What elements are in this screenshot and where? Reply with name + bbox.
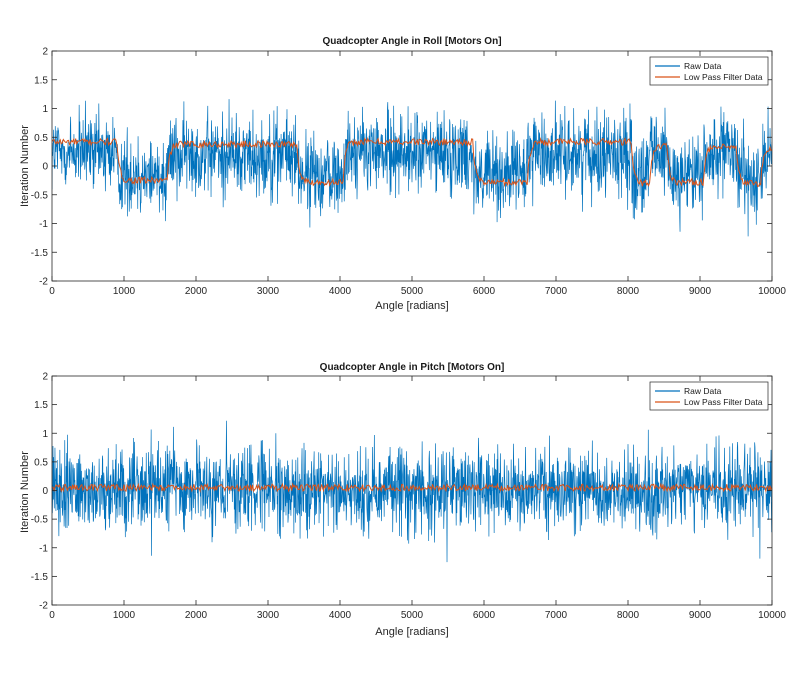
y-tick-label: -0.5 (31, 190, 49, 201)
y-tick-label: 1 (42, 429, 48, 440)
x-tick-label: 3000 (257, 610, 280, 621)
series-low-pass-filter (52, 482, 772, 494)
x-tick-label: 5000 (401, 610, 424, 621)
y-tick-label: -1 (39, 543, 48, 554)
y-tick-label: -0.5 (31, 515, 49, 526)
series-group (52, 99, 772, 237)
series-raw-data (52, 99, 772, 237)
pitch-chart: Quadcopter Angle in Pitch [Motors On] An… (19, 362, 786, 638)
legend-label: Raw Data (684, 386, 722, 396)
y-tick-label: 1 (42, 104, 48, 115)
x-tick-label: 6000 (473, 286, 496, 297)
legend-label: Raw Data (684, 61, 722, 71)
x-tick-label: 8000 (617, 286, 640, 297)
roll-chart-plot: 0 1000 2000 3000 4000 5000 6000 7000 8000 9000 100… (31, 47, 787, 298)
y-tick-label: 2 (42, 372, 48, 383)
x-tick-label: 6000 (473, 610, 496, 621)
y-tick-label: -1 (39, 219, 48, 230)
y-tick-label: -2 (39, 601, 48, 612)
x-tick-label: 2000 (185, 286, 208, 297)
x-tick-label: 7000 (545, 286, 568, 297)
legend-label: Low Pass Filter Data (684, 72, 763, 82)
x-tick-label: 9000 (689, 610, 712, 621)
x-tick-label: 4000 (329, 286, 352, 297)
roll-chart: Quadcopter Angle in Roll [Motors On] Ang… (19, 36, 786, 312)
y-tick-label: -2 (39, 277, 48, 288)
x-tick-label: 0 (49, 610, 55, 621)
y-tick-label: 1.5 (34, 75, 48, 86)
pitch-chart-xlabel: Angle [radians] (375, 626, 448, 638)
pitch-chart-plot: 0 1000 2000 3000 4000 5000 6000 7000 8000 9000 100… (31, 372, 787, 622)
y-tick-label: 0 (42, 162, 48, 173)
x-tick-label: 8000 (617, 610, 640, 621)
x-tick-label: 10000 (758, 610, 786, 621)
pitch-chart-title: Quadcopter Angle in Pitch [Motors On] (320, 362, 505, 373)
series-low-pass-filter (52, 136, 772, 188)
x-tick-label: 5000 (401, 286, 424, 297)
series-raw-data (52, 420, 772, 563)
roll-chart-ylabel: Iteration Number (19, 125, 31, 207)
roll-chart-title: Quadcopter Angle in Roll [Motors On] (322, 36, 501, 47)
x-tick-label: 3000 (257, 286, 280, 297)
legend-box (649, 381, 769, 411)
y-tick-label: 0 (42, 486, 48, 497)
y-tick-label: -1.5 (31, 248, 49, 259)
x-tick-label: 1000 (113, 286, 136, 297)
x-tick-label: 0 (49, 286, 55, 297)
roll-chart-xlabel: Angle [radians] (375, 300, 448, 312)
y-tick-label: 2 (42, 47, 48, 58)
legend-label: Low Pass Filter Data (684, 397, 763, 407)
y-tick-label: 0.5 (34, 457, 48, 468)
pitch-chart-ylabel: Iteration Number (19, 451, 31, 533)
x-tick-label: 7000 (545, 610, 568, 621)
y-tick-label: 0.5 (34, 133, 48, 144)
y-tick-label: -1.5 (31, 572, 49, 583)
y-tick-label: 1.5 (34, 400, 48, 411)
legend-box (649, 56, 769, 86)
x-tick-label: 1000 (113, 610, 136, 621)
x-tick-label: 10000 (758, 286, 786, 297)
x-tick-label: 9000 (689, 286, 712, 297)
series-group (52, 420, 772, 563)
x-tick-label: 4000 (329, 610, 352, 621)
x-tick-label: 2000 (185, 610, 208, 621)
